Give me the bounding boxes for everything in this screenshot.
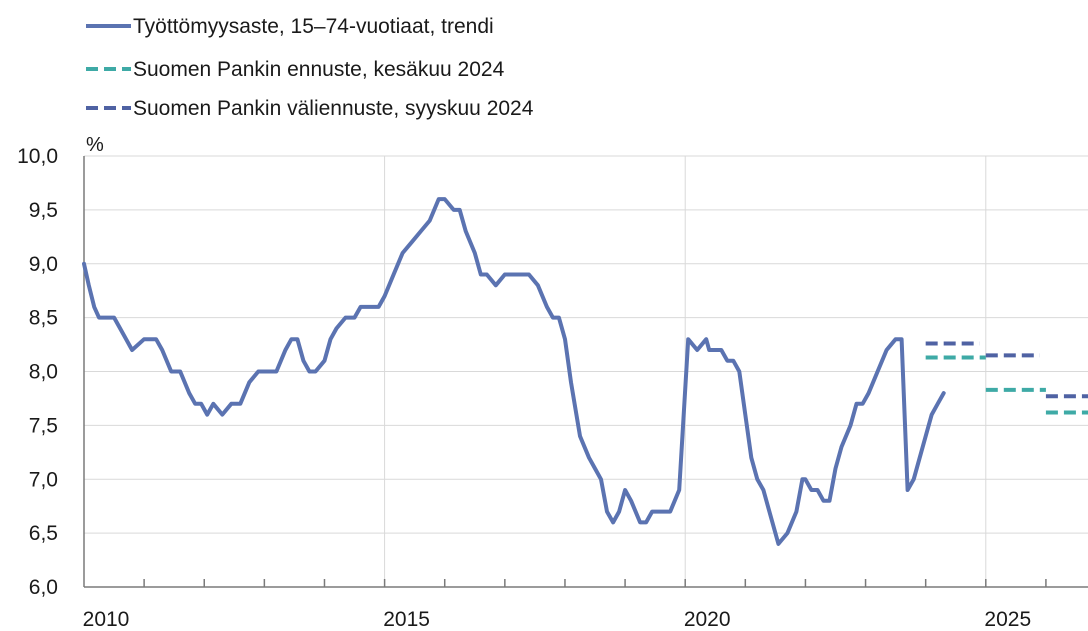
series-line-trend xyxy=(82,197,946,546)
legend-label-sept-forecast: Suomen Pankin väliennuste, syyskuu 2024 xyxy=(133,97,534,120)
y-tick-label: 8,5 xyxy=(29,307,58,330)
y-tick-label: 8,0 xyxy=(29,361,58,384)
x-axis-ticks: 2010 2015 2020 2025 xyxy=(83,579,1047,631)
gridlines xyxy=(84,155,1088,587)
y-tick-label: 6,5 xyxy=(29,522,58,545)
y-tick-label: 7,5 xyxy=(29,414,58,437)
x-tick-label: 2020 xyxy=(684,608,731,631)
y-axis-unit: % xyxy=(86,134,104,156)
x-tick-label: 2025 xyxy=(984,608,1031,631)
y-tick-label: 7,0 xyxy=(29,468,58,491)
y-tick-label: 6,0 xyxy=(29,576,58,599)
series-layer xyxy=(82,197,1088,546)
y-tick-label: 9,0 xyxy=(29,253,58,276)
x-tick-label: 2010 xyxy=(83,608,130,631)
legend-label-june-forecast: Suomen Pankin ennuste, kesäkuu 2024 xyxy=(133,58,505,81)
y-tick-label: 10,0 xyxy=(17,145,58,168)
legend: Työttömyysaste, 15–74-vuotiaat, trendi S… xyxy=(86,15,534,120)
y-axis-ticks: 10,0 9,5 9,0 8,5 8,0 7,5 7,0 6,5 6,0 xyxy=(17,145,58,599)
y-tick-label: 9,5 xyxy=(29,199,58,222)
legend-label-trend: Työttömyysaste, 15–74-vuotiaat, trendi xyxy=(133,15,494,38)
x-tick-label: 2015 xyxy=(383,608,430,631)
